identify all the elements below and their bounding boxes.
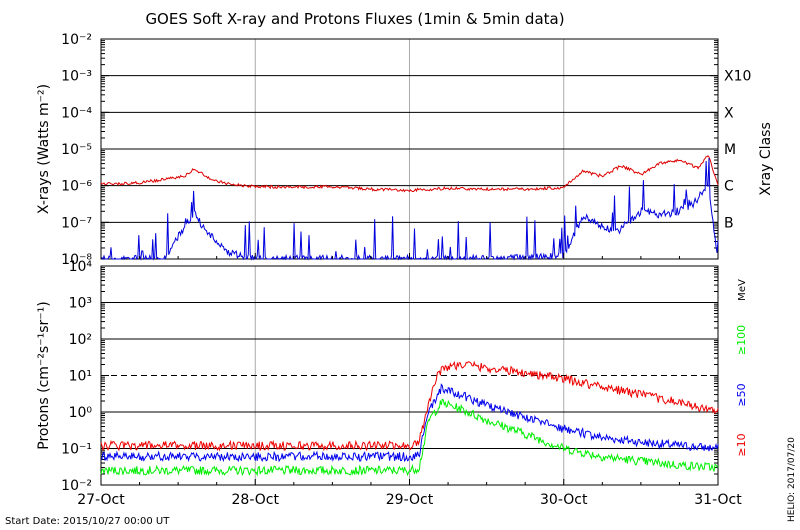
credit-label: HELIO: 2017/07/20 — [787, 437, 797, 522]
proton-ytick-label: 10³ — [69, 296, 92, 312]
xray-class-label: X10 — [724, 69, 751, 85]
xray-class-label: M — [724, 142, 736, 158]
xray-class-label: X — [724, 105, 734, 121]
xray-ytick-label: 10⁻² — [61, 32, 92, 48]
xray-ytick-label: 10⁻⁵ — [61, 142, 92, 158]
xray-panel: 10⁻⁸ 10⁻⁷ 10⁻⁶ 10⁻⁵ 10⁻⁴ 10⁻³ 10⁻² X-rays (Watt… — [36, 32, 774, 268]
x-tick-label: 27-Oct — [77, 492, 125, 508]
proton-legend-1: ≥50 — [735, 383, 748, 406]
proton-ylabel: Protons (cm⁻²s⁻¹sr⁻¹) — [36, 301, 52, 450]
proton-ytick-label: 10⁻² — [61, 478, 92, 494]
xray-ytick-label: 10⁻⁶ — [61, 179, 92, 195]
proton-ytick-label: 10⁴ — [69, 259, 93, 275]
proton-legend-2: ≥100 — [735, 325, 748, 355]
start-date-label: Start Date: 2015/10/27 00:00 UT — [5, 516, 170, 527]
proton-panel: 10⁻² 10⁻¹ 10⁰ 10¹ 10² 10³ 10⁴ Protons (cm⁻²s⁻¹s… — [36, 259, 748, 494]
chart-title: GOES Soft X-ray and Protons Fluxes (1min… — [145, 10, 564, 28]
proton-unit-label: MeV — [737, 279, 748, 301]
xray-ytick-label: 10⁻⁸ — [61, 252, 92, 268]
xray-ytick-label: 10⁻⁷ — [61, 215, 92, 231]
proton-ytick-label: 10² — [69, 332, 92, 348]
xray-ytick-label: 10⁻⁴ — [61, 105, 92, 121]
x-tick-label: 30-Oct — [540, 492, 588, 508]
x-tick-label: 29-Oct — [386, 492, 434, 508]
xray-ytick-label: 10⁻³ — [61, 69, 92, 85]
x-axis: 27-Oct 28-Oct 29-Oct 30-Oct 31-Oct — [77, 253, 742, 508]
x-tick-label: 28-Oct — [232, 492, 280, 508]
proton-series-line-2 — [100, 398, 719, 477]
proton-series-line-0 — [100, 360, 719, 452]
xray-ylabel: X-rays (Watts m⁻²) — [36, 84, 52, 214]
xray-class-axis-label: Xray Class — [758, 122, 774, 196]
proton-ytick-label: 10⁻¹ — [61, 442, 92, 458]
proton-ytick-label: 10⁰ — [69, 405, 93, 421]
xray-class-label: C — [724, 179, 734, 195]
proton-ytick-label: 10¹ — [69, 369, 92, 385]
xray-class-label: B — [724, 215, 734, 231]
proton-series-line-1 — [100, 383, 719, 463]
x-tick-label: 31-Oct — [694, 492, 742, 508]
proton-legend-0: ≥10 — [735, 433, 748, 456]
xray-series-line-0 — [100, 155, 719, 193]
